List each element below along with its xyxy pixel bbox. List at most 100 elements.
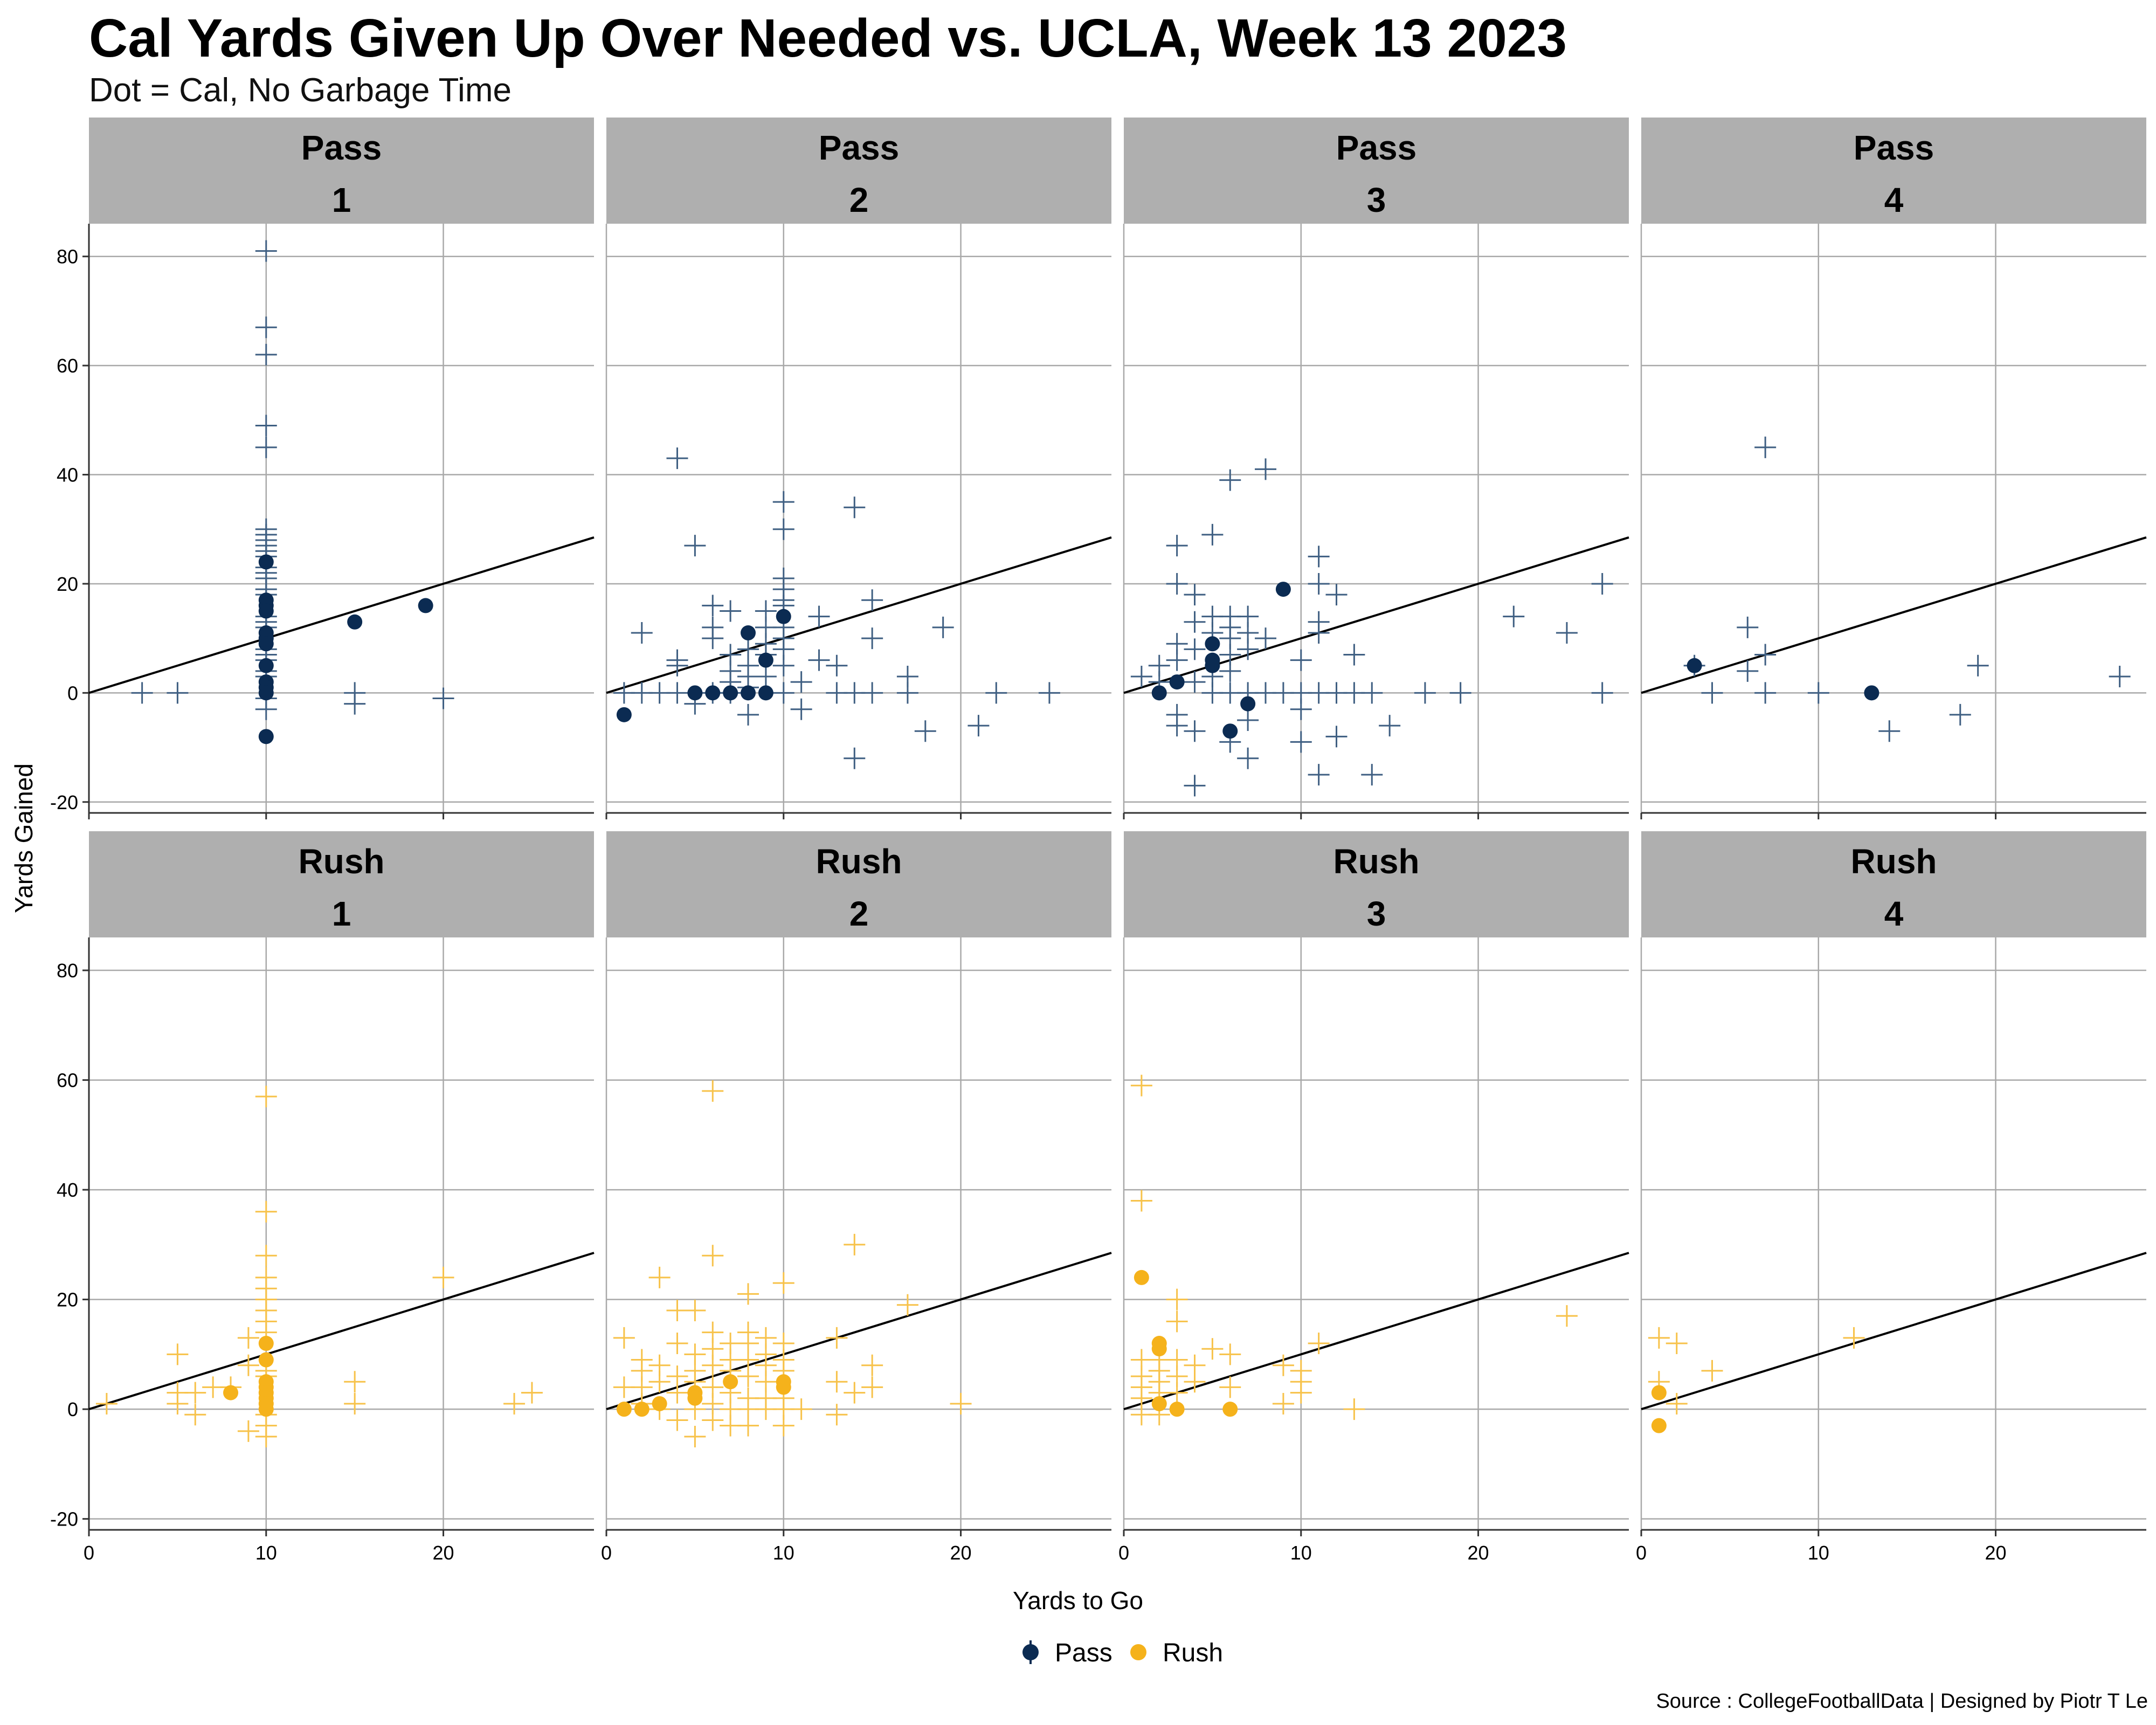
cross-point bbox=[1949, 703, 1971, 726]
legend-label: Pass bbox=[1055, 1639, 1112, 1667]
cross-point bbox=[1591, 572, 1613, 595]
cross-point bbox=[1237, 747, 1259, 769]
y-tick-label: 40 bbox=[57, 464, 78, 486]
facet-strip bbox=[1641, 831, 2146, 937]
dot-point bbox=[258, 636, 274, 652]
cross-point bbox=[861, 589, 883, 611]
dot-point bbox=[723, 1374, 738, 1390]
cross-point bbox=[1166, 535, 1188, 557]
facet-strip-down: 2 bbox=[849, 181, 869, 219]
cross-point bbox=[896, 1294, 918, 1316]
cross-point bbox=[1219, 469, 1241, 491]
y-tick-label: -20 bbox=[50, 1508, 78, 1530]
cross-point bbox=[1166, 1288, 1188, 1310]
cross-point bbox=[1754, 644, 1777, 666]
x-tick-label: 20 bbox=[433, 1542, 454, 1564]
cross-point bbox=[1130, 1190, 1152, 1212]
cross-point bbox=[772, 491, 794, 513]
dot-point bbox=[1687, 658, 1702, 673]
y-tick-label: 80 bbox=[57, 960, 78, 982]
cross-point bbox=[737, 703, 759, 726]
cross-point bbox=[1290, 731, 1312, 753]
cross-point bbox=[1184, 1371, 1206, 1393]
dot-point bbox=[1151, 1341, 1167, 1357]
legend-key-dot bbox=[1022, 1644, 1039, 1660]
x-tick-label: 10 bbox=[255, 1542, 277, 1564]
cross-point bbox=[1666, 1333, 1688, 1355]
cross-point bbox=[808, 649, 830, 671]
cross-point bbox=[167, 1343, 189, 1365]
cross-point bbox=[1701, 1360, 1723, 1382]
cross-point bbox=[1414, 682, 1436, 704]
cross-point bbox=[666, 1382, 688, 1404]
chart-title: Cal Yards Given Up Over Needed vs. UCLA,… bbox=[89, 8, 1567, 68]
facet-strip bbox=[606, 118, 1111, 224]
cross-point bbox=[720, 600, 742, 622]
dot-point bbox=[258, 1352, 274, 1368]
cross-point bbox=[1325, 726, 1348, 748]
dot-point bbox=[223, 1385, 239, 1400]
cross-point bbox=[255, 415, 277, 437]
cross-point bbox=[503, 1392, 526, 1414]
cross-point bbox=[844, 1382, 866, 1404]
cross-point bbox=[1666, 1392, 1688, 1414]
reference-line bbox=[606, 1252, 1112, 1411]
cross-point bbox=[1184, 775, 1206, 797]
y-tick-label: 20 bbox=[57, 573, 78, 595]
cross-point bbox=[255, 698, 277, 720]
cross-point bbox=[1219, 1376, 1241, 1398]
cross-point bbox=[1737, 660, 1759, 682]
cross-point bbox=[1325, 584, 1348, 606]
cross-point bbox=[131, 682, 153, 704]
y-tick-label: 40 bbox=[57, 1179, 78, 1201]
dot-point bbox=[634, 1402, 649, 1417]
cross-point bbox=[684, 535, 706, 557]
y-tick-label: 60 bbox=[57, 1070, 78, 1092]
dot-point bbox=[758, 685, 773, 701]
cross-point bbox=[861, 1376, 883, 1398]
cross-point bbox=[432, 687, 454, 709]
cross-point bbox=[861, 1354, 883, 1376]
facet-strip-play-type: Pass bbox=[1854, 128, 1934, 167]
cross-point bbox=[1737, 616, 1759, 638]
cross-point bbox=[790, 698, 812, 720]
cross-point bbox=[772, 1414, 794, 1437]
cross-point bbox=[1503, 605, 1525, 627]
x-tick-label: 10 bbox=[1808, 1542, 1829, 1564]
cross-point bbox=[1556, 1305, 1578, 1327]
cross-point bbox=[1361, 682, 1383, 704]
legend-label: Rush bbox=[1163, 1639, 1223, 1667]
cross-point bbox=[950, 1392, 972, 1414]
cross-point bbox=[1184, 584, 1206, 606]
cross-point bbox=[772, 518, 794, 540]
facet-strip-down: 3 bbox=[1367, 894, 1386, 933]
cross-point bbox=[1878, 720, 1901, 742]
cross-point bbox=[1701, 682, 1723, 704]
dot-point bbox=[1275, 582, 1291, 597]
x-tick-label: 0 bbox=[1636, 1542, 1647, 1564]
dot-point bbox=[1222, 1402, 1238, 1417]
x-tick-label: 20 bbox=[1468, 1542, 1489, 1564]
facet-strip-down: 1 bbox=[332, 894, 351, 933]
y-tick-label: 0 bbox=[67, 682, 78, 704]
dot-point bbox=[258, 1336, 274, 1351]
cross-point bbox=[1166, 1310, 1188, 1333]
panel-pass-down-3: Pass 3 bbox=[1123, 118, 1629, 819]
panel-pass-down-4: Pass 4 bbox=[1640, 118, 2147, 819]
cross-point bbox=[1272, 1354, 1294, 1376]
cross-point bbox=[666, 1409, 688, 1431]
cross-point bbox=[1967, 654, 1989, 677]
cross-point bbox=[684, 1426, 706, 1448]
cross-point bbox=[344, 693, 366, 715]
cross-point bbox=[1255, 627, 1277, 650]
x-tick-label: 10 bbox=[1290, 1542, 1312, 1564]
dot-point bbox=[1864, 685, 1879, 701]
cross-point bbox=[1290, 1382, 1312, 1404]
cross-point bbox=[344, 1371, 366, 1393]
cross-point bbox=[1237, 638, 1259, 660]
cross-point bbox=[1449, 682, 1471, 704]
cross-point bbox=[432, 1266, 454, 1288]
dot-point bbox=[1169, 1402, 1185, 1417]
cross-point bbox=[1184, 720, 1206, 742]
cross-point bbox=[737, 1365, 759, 1388]
